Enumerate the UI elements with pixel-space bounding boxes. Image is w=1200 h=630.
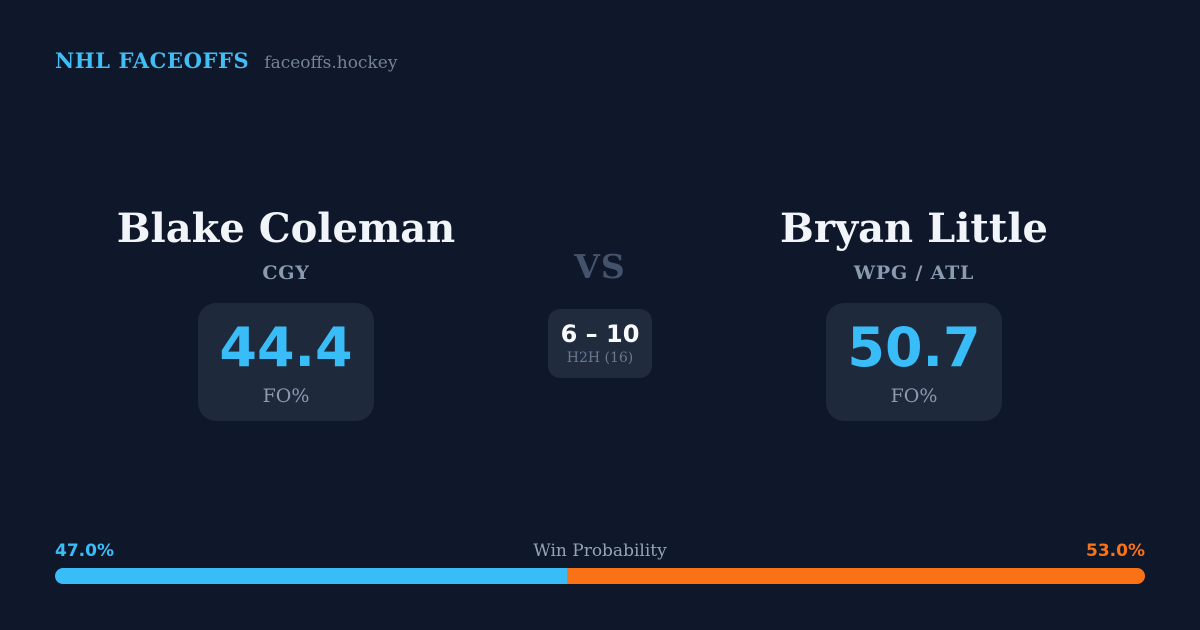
player-right-fo-value: 50.7 (847, 316, 981, 379)
player-right-column: Bryan Little WPG / ATL 50.7 FO% (704, 205, 1124, 421)
player-right-fo-label: FO% (890, 385, 938, 407)
player-left-column: Blake Coleman CGY 44.4 FO% (76, 205, 496, 421)
h2h-label: H2H (16) (566, 350, 634, 367)
player-left-stat-card: 44.4 FO% (198, 303, 374, 421)
player-left-fo-label: FO% (262, 385, 310, 407)
win-probability-title: Win Probability (533, 541, 667, 561)
win-probability-right-pct: 53.0% (1086, 541, 1145, 561)
brand-domain: faceoffs.hockey (264, 53, 398, 73)
win-probability-left-pct: 47.0% (55, 541, 114, 561)
h2h-card: 6 – 10 H2H (16) (548, 309, 652, 378)
player-right-team: WPG / ATL (853, 262, 975, 284)
center-column: VS 6 – 10 H2H (16) (490, 248, 710, 378)
player-left-team: CGY (262, 262, 310, 284)
player-left-name: Blake Coleman (116, 205, 456, 252)
brand-header: NHL FACEOFFS faceoffs.hockey (55, 48, 397, 73)
h2h-score: 6 – 10 (560, 319, 640, 348)
player-left-fo-value: 44.4 (219, 316, 353, 379)
vs-label: VS (574, 247, 626, 286)
win-probability-bar-left-segment (55, 568, 568, 584)
win-probability-bar-right-segment (567, 568, 1145, 584)
win-probability-labels: 47.0% Win Probability 53.0% (55, 541, 1145, 563)
player-right-name: Bryan Little (780, 205, 1048, 252)
brand-title: NHL FACEOFFS (55, 48, 250, 73)
player-right-stat-card: 50.7 FO% (826, 303, 1002, 421)
win-probability-bar (55, 568, 1145, 584)
